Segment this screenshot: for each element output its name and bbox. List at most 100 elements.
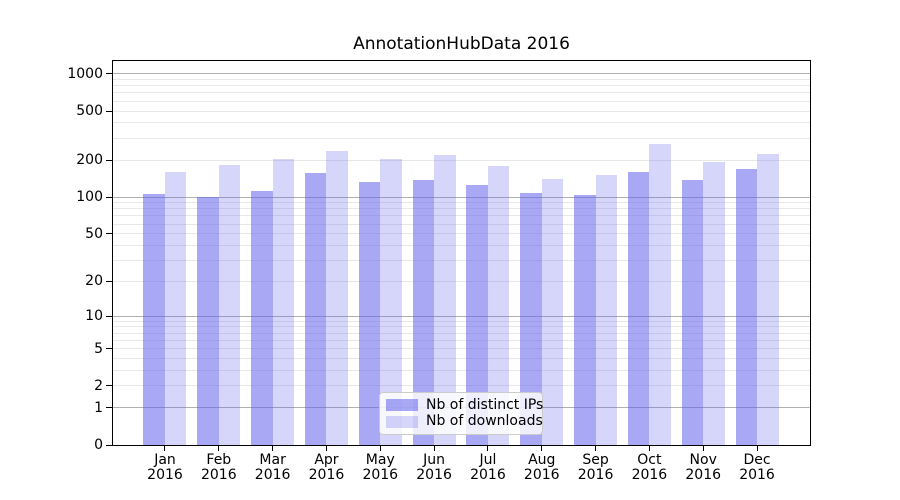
minor-gridline (113, 348, 810, 350)
minor-gridline (113, 122, 810, 124)
x-tick-mark (218, 446, 220, 451)
minor-gridline (113, 320, 810, 322)
x-tick-mark (648, 446, 650, 451)
y-tick-label: 2 (94, 377, 103, 394)
x-tick-month: Jan (154, 452, 176, 468)
minor-gridline (113, 85, 810, 87)
minor-gridline (113, 92, 810, 94)
minor-gridline (113, 260, 810, 261)
x-tick-label: Jun 2016 (406, 453, 462, 483)
y-tick-label: 100 (76, 189, 103, 206)
minor-gridline (113, 208, 810, 210)
x-tick-mark (595, 446, 597, 451)
bar-distinct-ips (520, 192, 542, 445)
legend-swatch-distinct-ips (386, 399, 418, 412)
legend-label-downloads: Nb of downloads (426, 413, 543, 430)
bar-downloads (757, 153, 779, 445)
bar-downloads (326, 150, 348, 445)
plot-border (112, 60, 811, 446)
major-gridline (113, 73, 810, 75)
plot-area: Nb of distinct IPs Nb of downloads (113, 61, 810, 445)
bar-distinct-ips (627, 172, 650, 445)
x-tick-month: Feb (206, 452, 232, 468)
chart-title: AnnotationHubData 2016 (353, 34, 570, 54)
bar-distinct-ips (412, 180, 435, 445)
x-tick-mark (272, 446, 274, 451)
y-tick-label: 0 (94, 437, 103, 453)
x-tick-mark (487, 446, 489, 451)
x-tick-label: Jul 2016 (460, 453, 516, 483)
y-tick-label: 1 (94, 399, 103, 416)
x-tick-mark (325, 446, 327, 451)
bar-distinct-ips (304, 173, 327, 445)
x-tick-year: 2016 (739, 467, 775, 483)
y-tick-mark (106, 196, 113, 198)
x-tick-month: Apr (314, 452, 339, 468)
x-tick-year: 2016 (470, 467, 506, 483)
minor-gridline (113, 358, 810, 360)
y-tick-label: 1000 (67, 65, 103, 82)
minor-gridline (113, 159, 810, 161)
legend-item-distinct-ips: Nb of distinct IPs (386, 397, 543, 413)
bar-distinct-ips (143, 194, 165, 445)
x-tick-month: Oct (637, 452, 662, 468)
x-tick-label: Feb 2016 (191, 453, 247, 483)
x-tick-month: Jul (479, 452, 497, 468)
x-tick-year: 2016 (523, 467, 560, 483)
bar-distinct-ips (251, 191, 273, 445)
y-tick-mark (106, 73, 113, 75)
x-tick-mark (702, 446, 704, 451)
y-tick-mark (106, 159, 113, 161)
bar-distinct-ips (197, 196, 219, 445)
minor-gridline (113, 370, 810, 372)
x-tick-label: May 2016 (352, 453, 408, 483)
minor-gridline (113, 137, 810, 139)
x-tick-label: Dec 2016 (729, 453, 785, 483)
y-tick-label: 50 (85, 225, 103, 242)
x-tick-month: May (365, 452, 395, 468)
minor-gridline (113, 326, 810, 328)
legend: Nb of distinct IPs Nb of downloads (379, 392, 543, 435)
x-tick-year: 2016 (308, 467, 345, 483)
y-tick-mark (106, 444, 113, 446)
x-tick-year: 2016 (631, 467, 668, 483)
y-tick-mark (106, 233, 113, 235)
bar-downloads (380, 159, 402, 445)
minor-gridline (113, 78, 810, 80)
y-tick-mark (106, 315, 113, 317)
x-tick-label: Apr 2016 (298, 453, 354, 483)
minor-gridline (113, 223, 810, 225)
minor-gridline (113, 385, 810, 387)
minor-gridline (113, 110, 810, 112)
x-tick-year: 2016 (416, 467, 452, 483)
x-tick-label: Oct 2016 (621, 453, 677, 483)
y-tick-label: 200 (76, 152, 103, 169)
x-tick-month: Dec (743, 452, 771, 468)
bar-distinct-ips (574, 195, 596, 445)
bar-downloads (218, 164, 241, 445)
bar-distinct-ips (735, 169, 758, 445)
minor-gridline (113, 233, 810, 235)
bar-downloads (164, 172, 187, 445)
x-tick-year: 2016 (685, 467, 722, 483)
y-tick-label: 500 (76, 103, 103, 119)
y-tick-label: 10 (85, 308, 103, 325)
major-gridline (113, 196, 810, 198)
minor-gridline (113, 202, 810, 204)
x-tick-label: Jan 2016 (137, 453, 193, 483)
x-tick-month: Jun (423, 452, 446, 468)
x-tick-label: Mar 2016 (245, 453, 301, 483)
minor-gridline (113, 100, 810, 102)
x-tick-mark (433, 446, 435, 451)
x-tick-mark (756, 446, 758, 451)
x-tick-mark (164, 446, 166, 451)
y-tick-mark (106, 407, 113, 409)
bar-distinct-ips (681, 180, 704, 445)
bar-distinct-ips (466, 184, 488, 445)
minor-gridline (113, 332, 810, 334)
bar-downloads (703, 162, 725, 445)
major-gridline (113, 315, 810, 317)
x-tick-year: 2016 (147, 467, 183, 483)
x-tick-month: Mar (259, 452, 286, 468)
